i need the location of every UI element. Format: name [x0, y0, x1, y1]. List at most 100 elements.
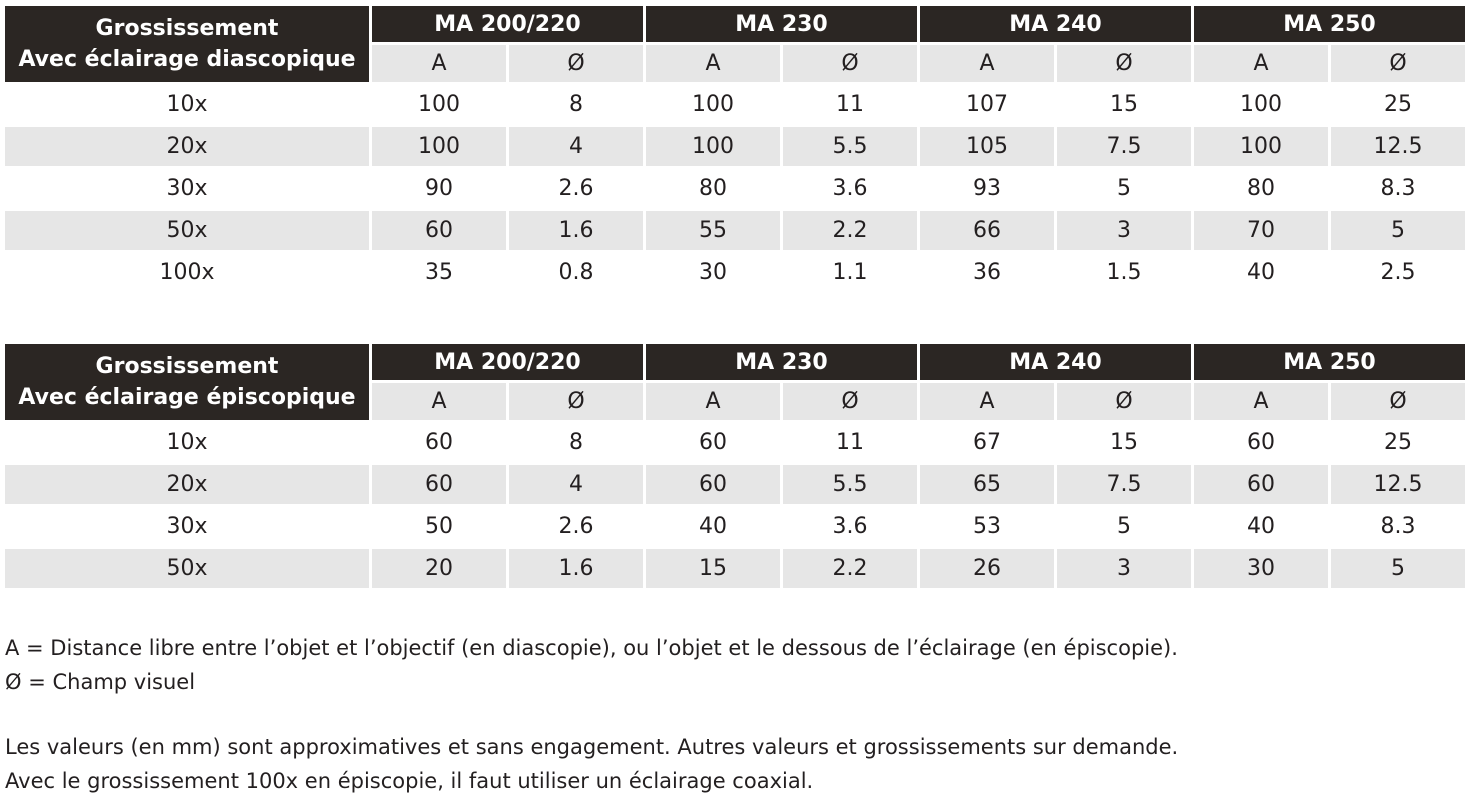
value-cell: 90: [372, 169, 506, 208]
value-cell: 70: [1194, 211, 1328, 250]
table-corner-header: Grossissement Avec éclairage épiscopique: [5, 344, 369, 420]
value-cell: 2.6: [509, 507, 643, 546]
value-cell: 2.5: [1331, 253, 1465, 292]
corner-subtitle: Avec éclairage diascopique: [18, 47, 356, 72]
corner-title: Grossissement: [95, 16, 279, 41]
magnification-cell: 20x: [5, 465, 369, 504]
model-header: MA 250: [1194, 344, 1465, 380]
column-header-diameter: Ø: [1331, 45, 1465, 82]
table-row: 50x 20 1.6 15 2.2 26 3 30 5: [5, 549, 1465, 588]
column-header-a: A: [920, 45, 1054, 82]
value-cell: 20: [372, 549, 506, 588]
value-cell: 60: [372, 423, 506, 462]
value-cell: 5.5: [783, 127, 917, 166]
value-cell: 60: [372, 465, 506, 504]
value-cell: 5: [1331, 549, 1465, 588]
magnification-cell: 20x: [5, 127, 369, 166]
value-cell: 5.5: [783, 465, 917, 504]
value-cell: 2.2: [783, 549, 917, 588]
value-cell: 3: [1057, 549, 1191, 588]
table-row: 30x 90 2.6 80 3.6 93 5 80 8.3: [5, 169, 1465, 208]
corner-subtitle: Avec éclairage épiscopique: [18, 385, 356, 410]
value-cell: 8: [509, 85, 643, 124]
model-header: MA 250: [1194, 6, 1465, 42]
value-cell: 80: [646, 169, 780, 208]
column-header-diameter: Ø: [1057, 45, 1191, 82]
note-diameter-definition: Ø = Champ visuel: [5, 670, 196, 694]
value-cell: 1.5: [1057, 253, 1191, 292]
table-row: 20x 100 4 100 5.5 105 7.5 100 12.5: [5, 127, 1465, 166]
model-header: MA 240: [920, 344, 1191, 380]
column-header-a: A: [372, 45, 506, 82]
model-header: MA 200/220: [372, 6, 643, 42]
value-cell: 40: [646, 507, 780, 546]
value-cell: 30: [646, 253, 780, 292]
value-cell: 2.6: [509, 169, 643, 208]
value-cell: 55: [646, 211, 780, 250]
table-row: 10x 100 8 100 11 107 15 100 25: [5, 85, 1465, 124]
magnification-table-diascopic: Grossissement Avec éclairage diascopique…: [2, 3, 1468, 295]
value-cell: 15: [1057, 85, 1191, 124]
value-cell: 100: [646, 127, 780, 166]
definitions-notes: A = Distance libre entre l’objet et l’ob…: [5, 631, 1178, 699]
table-row: 10x 60 8 60 11 67 15 60 25: [5, 423, 1465, 462]
value-cell: 0.8: [509, 253, 643, 292]
value-cell: 25: [1331, 85, 1465, 124]
value-cell: 26: [920, 549, 1054, 588]
value-cell: 30: [1194, 549, 1328, 588]
magnification-cell: 50x: [5, 211, 369, 250]
value-cell: 65: [920, 465, 1054, 504]
value-cell: 1.1: [783, 253, 917, 292]
column-header-a: A: [646, 45, 780, 82]
value-cell: 36: [920, 253, 1054, 292]
value-cell: 11: [783, 85, 917, 124]
table-corner-header: Grossissement Avec éclairage diascopique: [5, 6, 369, 82]
model-header: MA 230: [646, 344, 917, 380]
table-row: 100x 35 0.8 30 1.1 36 1.5 40 2.5: [5, 253, 1465, 292]
value-cell: 40: [1194, 507, 1328, 546]
value-cell: 50: [372, 507, 506, 546]
column-header-diameter: Ø: [509, 383, 643, 420]
value-cell: 105: [920, 127, 1054, 166]
magnification-cell: 30x: [5, 169, 369, 208]
value-cell: 3: [1057, 211, 1191, 250]
note-coaxial-lighting: Avec le grossissement 100x en épiscopie,…: [5, 769, 814, 793]
value-cell: 3.6: [783, 507, 917, 546]
column-header-diameter: Ø: [1057, 383, 1191, 420]
value-cell: 25: [1331, 423, 1465, 462]
value-cell: 7.5: [1057, 465, 1191, 504]
value-cell: 12.5: [1331, 465, 1465, 504]
value-cell: 15: [646, 549, 780, 588]
value-cell: 40: [1194, 253, 1328, 292]
value-cell: 8.3: [1331, 169, 1465, 208]
value-cell: 60: [372, 211, 506, 250]
magnification-table-episcopic: Grossissement Avec éclairage épiscopique…: [2, 341, 1468, 591]
value-cell: 66: [920, 211, 1054, 250]
value-cell: 8.3: [1331, 507, 1465, 546]
table-row: 20x 60 4 60 5.5 65 7.5 60 12.5: [5, 465, 1465, 504]
value-cell: 5: [1057, 169, 1191, 208]
value-cell: 93: [920, 169, 1054, 208]
magnification-cell: 10x: [5, 85, 369, 124]
value-cell: 100: [1194, 85, 1328, 124]
column-header-diameter: Ø: [783, 383, 917, 420]
table-row: 30x 50 2.6 40 3.6 53 5 40 8.3: [5, 507, 1465, 546]
corner-title: Grossissement: [95, 354, 279, 379]
value-cell: 5: [1057, 507, 1191, 546]
model-header: MA 200/220: [372, 344, 643, 380]
note-a-definition: A = Distance libre entre l’objet et l’ob…: [5, 636, 1178, 660]
value-cell: 80: [1194, 169, 1328, 208]
value-cell: 12.5: [1331, 127, 1465, 166]
value-cell: 1.6: [509, 211, 643, 250]
value-cell: 3.6: [783, 169, 917, 208]
value-cell: 100: [372, 127, 506, 166]
value-cell: 35: [372, 253, 506, 292]
value-cell: 67: [920, 423, 1054, 462]
value-cell: 1.6: [509, 549, 643, 588]
column-header-diameter: Ø: [509, 45, 643, 82]
disclaimer-notes: Les valeurs (en mm) sont approximatives …: [5, 730, 1178, 798]
value-cell: 5: [1331, 211, 1465, 250]
value-cell: 11: [783, 423, 917, 462]
value-cell: 7.5: [1057, 127, 1191, 166]
column-header-a: A: [372, 383, 506, 420]
